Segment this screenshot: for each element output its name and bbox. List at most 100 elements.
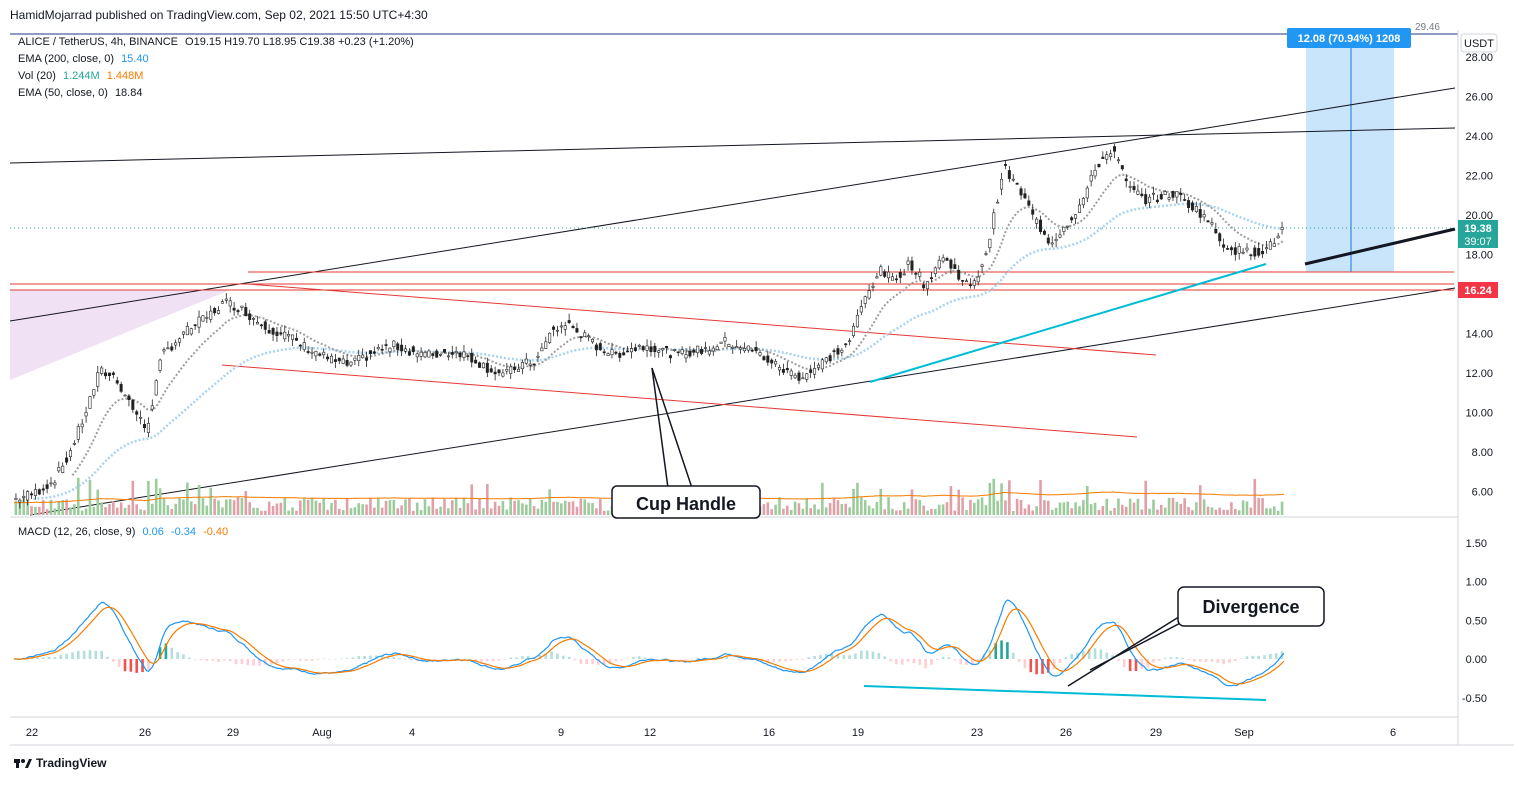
volume-bar: [256, 507, 259, 515]
candle-body: [1074, 214, 1078, 219]
macd-hist-bar: [234, 659, 238, 665]
volume-bar: [197, 484, 201, 515]
candle-body: [894, 278, 898, 281]
macd-hist-bar: [1274, 653, 1278, 659]
candle-body: [902, 273, 906, 276]
volume-bar: [1163, 507, 1167, 515]
candle-body: [485, 362, 489, 373]
resistance-line[interactable]: [9, 127, 1456, 164]
candle-body: [271, 328, 275, 335]
volume-bar: [330, 502, 333, 515]
candle-body: [1066, 225, 1070, 228]
red-channel-bottom[interactable]: [221, 364, 1138, 438]
candle-body: [548, 332, 552, 343]
candle-body: [937, 259, 941, 269]
macd-legend[interactable]: MACD (12, 26, close, 9) 0.06 -0.34 -0.40: [18, 526, 232, 538]
volume-bar: [349, 508, 353, 515]
candle-body: [949, 259, 953, 269]
volume-bar: [906, 508, 910, 515]
volume-bar: [1269, 508, 1272, 515]
volume-bar: [1011, 510, 1015, 515]
macd-low-line[interactable]: [863, 685, 1267, 701]
range-label-box[interactable]: [1287, 28, 1411, 48]
currency-box[interactable]: [1460, 33, 1498, 53]
candle-body: [606, 353, 610, 357]
projection-line[interactable]: [1304, 227, 1456, 266]
volume-bar: [532, 506, 536, 515]
range-box[interactable]: [1306, 34, 1394, 272]
volume-bar: [902, 502, 906, 515]
volume-bar: [513, 500, 516, 515]
ema50-label: EMA (50, close, 0): [18, 87, 108, 99]
candle-body: [953, 264, 957, 269]
macd-value-2: -0.34: [170, 526, 196, 538]
macd-hist-bar: [626, 658, 629, 660]
cyan-support-line[interactable]: [869, 263, 1267, 383]
ema50-legend[interactable]: EMA (50, close, 0) 18.84: [18, 87, 146, 99]
macd-axis[interactable]: 1.50 1.00 0.50 0.00 -0.50: [1462, 538, 1487, 705]
price-axis[interactable]: 28.0026.0024.0022.0020.0018.0016.0014.00…: [1465, 52, 1493, 499]
candle-body: [462, 351, 466, 358]
volume-bar: [1206, 506, 1210, 515]
candle-body: [1151, 192, 1155, 195]
volume-bar: [96, 489, 100, 515]
volume-bar: [361, 504, 364, 515]
candle-body: [135, 411, 139, 415]
volume-bar: [1198, 485, 1202, 515]
macd-hist-bar: [1234, 659, 1237, 661]
candle-body: [220, 301, 224, 304]
volume-bar: [1109, 510, 1112, 515]
macd-hist-bar: [696, 657, 699, 659]
candle-body: [618, 353, 622, 358]
volume-bar: [189, 501, 193, 515]
volume-bar: [450, 500, 454, 515]
cup-handle-box[interactable]: [611, 485, 761, 519]
volume-legend[interactable]: Vol (20) 1.244M 1.448M: [18, 70, 147, 82]
last-price-badge: [1458, 220, 1498, 248]
volume-bar: [80, 510, 84, 515]
candle-body: [100, 367, 104, 374]
volume-bar: [18, 502, 22, 515]
volume-bar: [170, 508, 174, 515]
volume-bar: [69, 507, 72, 515]
macd-hist-bar: [299, 659, 302, 661]
ema200-legend[interactable]: EMA (200, close, 0) 15.40: [18, 53, 153, 65]
price-tick: 26.00: [1465, 92, 1493, 104]
volume-bar: [462, 497, 466, 515]
macd-hist-bar: [258, 659, 261, 666]
candle-body: [329, 355, 333, 364]
candle-body: [481, 362, 485, 369]
candle-body: [388, 347, 392, 353]
divergence-box[interactable]: [1177, 586, 1325, 627]
macd-hist-bar: [655, 658, 659, 660]
volume-bar: [193, 504, 197, 515]
macd-hist-bar: [544, 653, 548, 659]
volume-bar: [22, 497, 26, 515]
macd-hist-bar: [275, 659, 279, 663]
macd-hist-bar: [865, 650, 869, 659]
macd-hist-bar: [935, 659, 939, 661]
footer[interactable]: TradingView: [14, 756, 106, 770]
candle-body: [255, 322, 259, 325]
macd-hist-bar: [263, 659, 267, 665]
symbol-legend[interactable]: ALICE / TetherUS, 4h, BINANCE O19.15 H19…: [18, 36, 418, 48]
candle-body: [107, 372, 111, 376]
candle-body: [1276, 235, 1280, 239]
red-channel-top[interactable]: [247, 283, 1157, 356]
candle-body: [84, 412, 88, 417]
macd-hist-bar: [176, 652, 179, 659]
volume-bar: [579, 498, 583, 515]
publisher-text: HamidMojarrad published on TradingView.c…: [10, 8, 428, 22]
lower-channel-line[interactable]: [29, 287, 1456, 516]
volume-bar: [166, 505, 170, 515]
candle-body: [224, 298, 228, 301]
macd-hist-bar: [188, 657, 191, 659]
volume-bar: [813, 504, 816, 515]
candle-body: [228, 300, 232, 307]
upper-channel-line[interactable]: [9, 87, 1456, 322]
time-axis[interactable]: 22 26 29 Aug 4 9 12 16 19 23 26 29 Sep 6: [26, 727, 1396, 739]
macd-hist-bar: [1245, 656, 1249, 659]
candle-body: [1148, 196, 1152, 203]
